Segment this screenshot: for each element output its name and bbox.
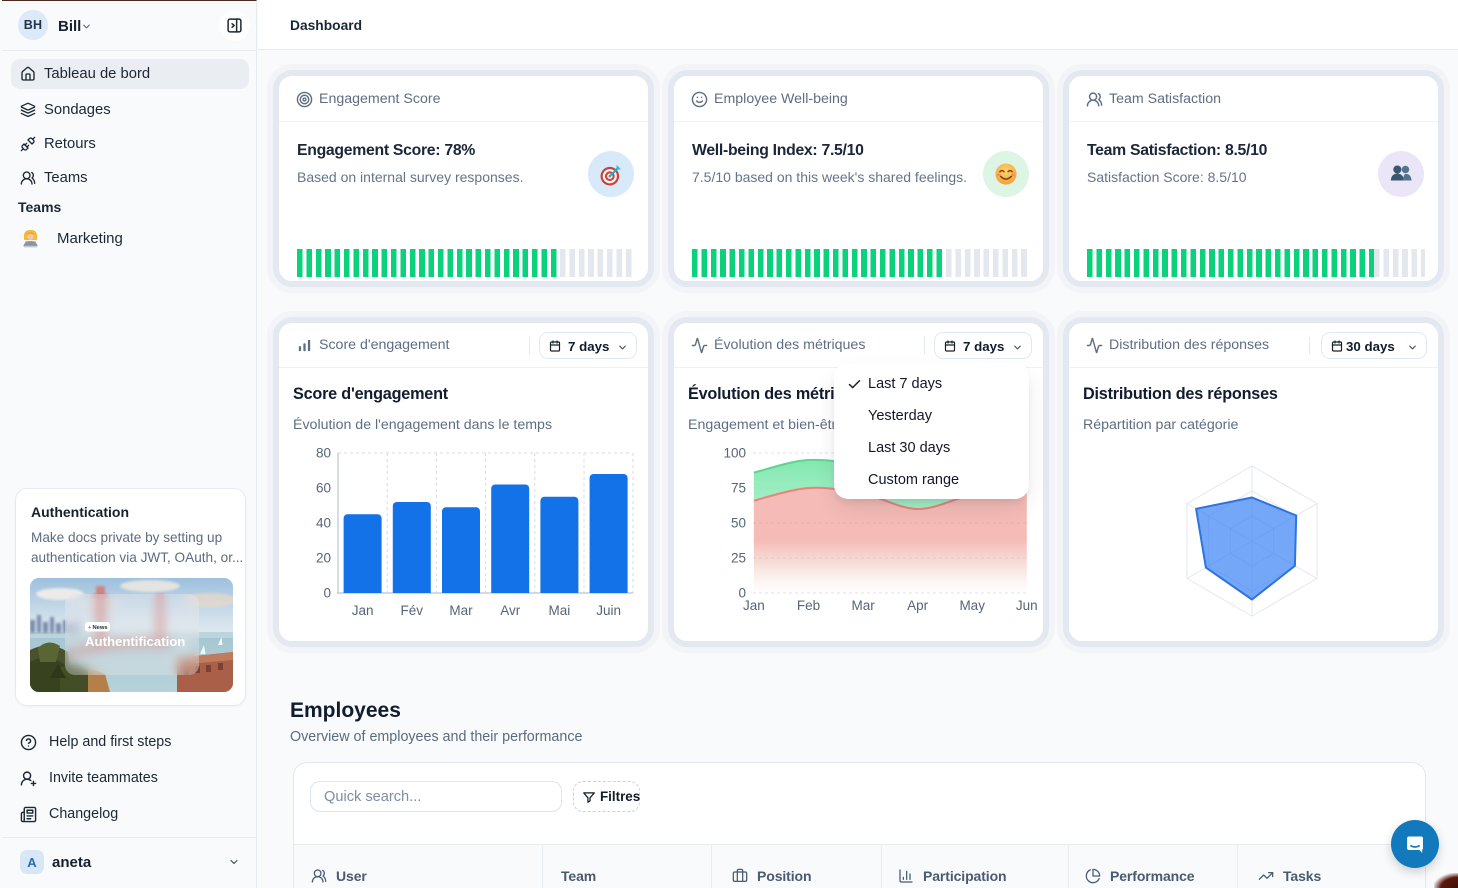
svg-text:20: 20 xyxy=(316,551,331,566)
svg-text:75: 75 xyxy=(731,481,746,496)
svg-text:+: + xyxy=(88,625,92,631)
svg-text:Mai: Mai xyxy=(549,603,571,618)
svg-text:60: 60 xyxy=(316,481,331,496)
svg-text:100: 100 xyxy=(723,446,746,461)
svg-text:Authentification: Authentification xyxy=(85,634,185,649)
svg-text:25: 25 xyxy=(731,551,746,566)
svg-text:50: 50 xyxy=(731,516,746,531)
svg-text:Mar: Mar xyxy=(851,598,875,613)
svg-text:News: News xyxy=(93,625,108,631)
svg-text:Juin: Juin xyxy=(596,603,621,618)
svg-text:Mar: Mar xyxy=(449,603,473,618)
svg-text:Jan: Jan xyxy=(352,603,374,618)
svg-text:Jan: Jan xyxy=(743,598,765,613)
svg-text:0: 0 xyxy=(323,586,331,601)
svg-text:40: 40 xyxy=(316,516,331,531)
svg-text:May: May xyxy=(959,598,985,613)
svg-text:80: 80 xyxy=(316,446,331,461)
svg-text:0: 0 xyxy=(738,586,746,601)
svg-text:Feb: Feb xyxy=(797,598,820,613)
svg-text:Fév: Fév xyxy=(401,603,424,618)
svg-text:Jun: Jun xyxy=(1016,598,1038,613)
svg-text:Apr: Apr xyxy=(907,598,929,613)
svg-text:Avr: Avr xyxy=(500,603,521,618)
